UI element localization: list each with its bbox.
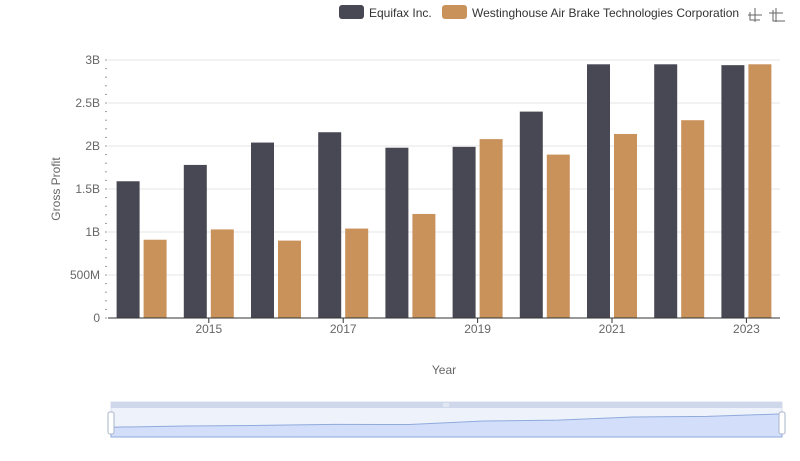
bar-wabtec-2021[interactable] — [614, 133, 637, 318]
bar-wabtec-2014[interactable] — [143, 239, 167, 318]
bar-equifax-2018[interactable] — [385, 147, 409, 318]
bar-equifax-2015[interactable] — [183, 164, 207, 318]
x-axis-title: Year — [432, 363, 456, 377]
legend-label-equifax: Equifax Inc. — [369, 6, 432, 20]
x-tick-label: 2019 — [464, 322, 491, 336]
slider-grip-icon[interactable] — [443, 403, 449, 407]
bar-wabtec-2022[interactable] — [681, 120, 705, 318]
y-axis-title: Gross Profit — [49, 157, 63, 221]
zoom-box-icon[interactable] — [748, 8, 762, 22]
legend-label-wabtec: Westinghouse Air Brake Technologies Corp… — [472, 6, 739, 20]
bar-equifax-2022[interactable] — [654, 64, 678, 318]
bar-equifax-2021[interactable] — [587, 64, 610, 318]
y-tick-label: 3B — [85, 53, 100, 67]
bar-wabtec-2018[interactable] — [412, 213, 436, 318]
bar-equifax-2017[interactable] — [318, 132, 342, 318]
bar-wabtec-2017[interactable] — [345, 228, 369, 318]
legend-swatch-equifax — [339, 5, 364, 19]
bar-wabtec-2020[interactable] — [546, 154, 570, 318]
legend: Equifax Inc. Westinghouse Air Brake Tech… — [339, 5, 739, 20]
bar-wabtec-2023[interactable] — [748, 64, 772, 318]
x-tick-label: 2015 — [195, 322, 222, 336]
x-tick-label: 2021 — [599, 322, 626, 336]
legend-item-wabtec[interactable]: Westinghouse Air Brake Technologies Corp… — [442, 5, 739, 20]
y-tick-label: 2B — [85, 139, 100, 153]
bars — [116, 64, 772, 318]
y-tick-label: 1B — [85, 225, 100, 239]
data-zoom-slider[interactable] — [107, 401, 786, 438]
y-tick-label: 2.5B — [75, 96, 100, 110]
bar-wabtec-2019[interactable] — [479, 139, 503, 318]
bar-equifax-2023[interactable] — [721, 65, 745, 318]
slider-top-bar[interactable] — [111, 402, 782, 408]
y-tick-labels: 0 500M 1B 1.5B 2B 2.5B 3B — [70, 53, 100, 325]
y-tick-label: 500M — [70, 268, 100, 282]
y-tick-label: 1.5B — [75, 182, 100, 196]
slider-handle-left[interactable] — [107, 411, 115, 435]
slider-handle-right[interactable] — [778, 411, 786, 435]
legend-swatch-wabtec — [442, 5, 467, 19]
bar-wabtec-2015[interactable] — [210, 229, 234, 318]
legend-item-equifax[interactable]: Equifax Inc. — [339, 5, 432, 20]
x-tick-labels: 2015 2017 2019 2021 2023 — [195, 318, 760, 336]
restore-icon[interactable] — [769, 8, 785, 22]
grid-lines — [108, 59, 780, 276]
bar-equifax-2020[interactable] — [519, 111, 543, 318]
y-minor-ticks — [105, 59, 107, 319]
bar-wabtec-2016[interactable] — [278, 240, 301, 318]
y-tick-label: 0 — [93, 311, 100, 325]
bar-equifax-2016[interactable] — [251, 142, 274, 318]
bar-equifax-2014[interactable] — [116, 181, 140, 318]
x-tick-label: 2023 — [733, 322, 760, 336]
x-tick-label: 2017 — [330, 322, 357, 336]
bar-equifax-2019[interactable] — [452, 146, 476, 318]
